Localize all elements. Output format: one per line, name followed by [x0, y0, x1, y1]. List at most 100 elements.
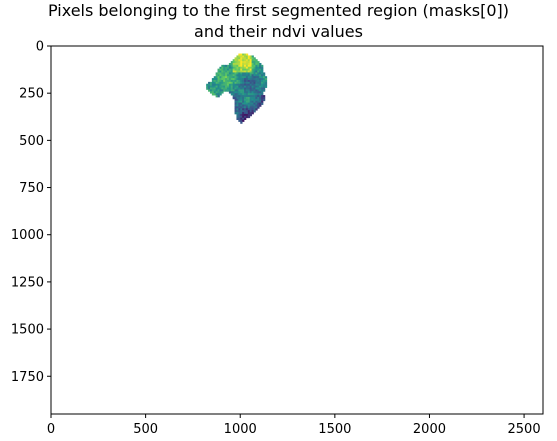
region-pixel — [223, 72, 226, 75]
region-pixel — [228, 91, 232, 94]
region-pixel — [209, 91, 213, 94]
region-pixel — [255, 104, 258, 107]
region-pixel — [234, 62, 237, 66]
region-pixel — [236, 110, 239, 113]
region-pixel — [236, 108, 239, 111]
region-pixel — [232, 74, 235, 77]
region-pixel — [259, 81, 262, 85]
y-tick-label: 1500 — [11, 323, 44, 338]
region-pixel — [223, 68, 226, 71]
region-pixel — [232, 83, 235, 87]
region-pixel — [261, 85, 264, 88]
region-pixel — [217, 81, 220, 85]
region-pixel — [244, 57, 247, 60]
region-pixel — [240, 113, 243, 117]
region-pixel — [259, 66, 262, 70]
region-pixel — [242, 78, 245, 81]
region-pixel — [238, 119, 241, 122]
region-pixel — [245, 76, 249, 79]
region-pixel — [223, 89, 226, 92]
region-pixel — [247, 76, 251, 79]
region-pixel — [226, 76, 230, 79]
region-pixel — [245, 95, 249, 98]
region-pixel — [221, 87, 224, 90]
region-pixel — [261, 64, 264, 68]
region-pixel — [247, 74, 251, 77]
region-pixel — [240, 100, 243, 104]
region-pixel — [249, 76, 252, 79]
region-pixel — [255, 59, 258, 62]
region-pixel — [221, 64, 224, 68]
region-pixel — [217, 89, 220, 92]
region-pixel — [238, 78, 241, 81]
region-pixel — [228, 66, 232, 70]
region-pixel — [219, 79, 222, 83]
region-pixel — [247, 57, 251, 60]
region-pixel — [244, 72, 247, 75]
region-pixel — [236, 68, 239, 71]
region-pixel — [247, 72, 251, 75]
region-pixel — [253, 62, 256, 66]
region-pixel — [236, 85, 239, 88]
region-pixel — [249, 59, 252, 62]
region-pixel — [211, 89, 215, 92]
region-pixel — [234, 102, 237, 105]
region-pixel — [236, 74, 239, 77]
region-pixel — [225, 85, 228, 88]
region-pixel — [257, 95, 260, 98]
region-pixel — [257, 91, 260, 94]
region-pixel — [221, 89, 224, 92]
region-pixel — [211, 81, 215, 85]
region-pixel — [240, 61, 243, 64]
region-pixel — [247, 62, 251, 66]
region-pixel — [238, 59, 241, 62]
region-pixel — [255, 66, 258, 70]
region-pixel — [230, 81, 234, 85]
region-pixel — [230, 72, 234, 75]
region-pixel — [240, 98, 243, 102]
region-pixel — [257, 83, 260, 87]
region-pixel — [234, 112, 237, 115]
region-pixel — [242, 119, 245, 122]
region-pixel — [234, 59, 237, 62]
region-pixel — [209, 89, 213, 92]
region-pixel — [253, 64, 256, 68]
region-pixel — [253, 110, 256, 113]
region-pixel — [251, 98, 254, 102]
region-pixel — [225, 72, 228, 75]
region-pixel — [253, 66, 256, 70]
region-pixel — [215, 85, 218, 88]
region-pixel — [244, 70, 247, 73]
region-pixel — [247, 115, 251, 119]
region-pixel — [238, 62, 241, 66]
region-pixel — [261, 79, 264, 83]
region-pixel — [255, 72, 258, 75]
region-pixel — [251, 108, 254, 111]
region-pixel — [240, 66, 243, 70]
region-pixel — [234, 87, 237, 90]
region-pixel — [217, 70, 220, 73]
y-tick-label: 0 — [36, 40, 44, 55]
region-pixel — [240, 117, 243, 120]
region-pixel — [240, 108, 243, 111]
region-pixel — [244, 87, 247, 90]
region-pixel — [249, 66, 252, 70]
region-pixel — [234, 74, 237, 77]
region-pixel — [223, 64, 226, 68]
x-tick-label: 500 — [133, 422, 158, 437]
region-pixel — [234, 89, 237, 92]
region-pixel — [264, 85, 268, 88]
region-pixel — [223, 85, 226, 88]
region-pixel — [247, 98, 251, 102]
region-pixel — [245, 112, 249, 115]
region-pixel — [211, 91, 215, 94]
region-pixel — [253, 70, 256, 73]
region-pixel — [242, 112, 245, 115]
region-pixel — [232, 70, 235, 73]
region-pixel — [249, 81, 252, 85]
region-pixel — [238, 115, 241, 119]
region-pixel — [234, 66, 237, 70]
region-pixel — [251, 106, 254, 109]
region-pixel — [206, 83, 209, 87]
region-pixel — [226, 81, 230, 85]
